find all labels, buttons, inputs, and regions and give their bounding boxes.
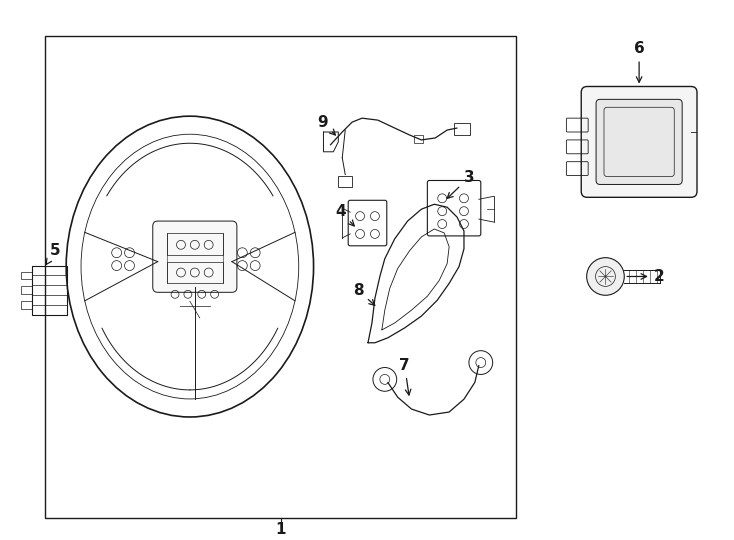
Text: 2: 2	[627, 269, 664, 284]
Bar	[167, 233, 222, 255]
Bar	[21, 272, 32, 279]
Text: 1: 1	[276, 522, 286, 537]
Bar	[454, 123, 470, 135]
Text: 5: 5	[46, 243, 61, 265]
Text: 4: 4	[335, 204, 355, 226]
Bar	[167, 262, 222, 284]
Text: 9: 9	[317, 114, 335, 135]
Text: 7: 7	[399, 358, 411, 395]
FancyBboxPatch shape	[581, 86, 697, 197]
Text: 6: 6	[633, 42, 644, 82]
Bar	[413, 135, 424, 143]
Circle shape	[586, 258, 625, 295]
FancyBboxPatch shape	[596, 99, 682, 185]
Text: 8: 8	[353, 283, 375, 305]
Bar	[21, 286, 32, 294]
Bar	[338, 176, 352, 187]
Bar	[21, 301, 32, 309]
Text: 3: 3	[447, 170, 474, 198]
FancyBboxPatch shape	[153, 221, 237, 292]
